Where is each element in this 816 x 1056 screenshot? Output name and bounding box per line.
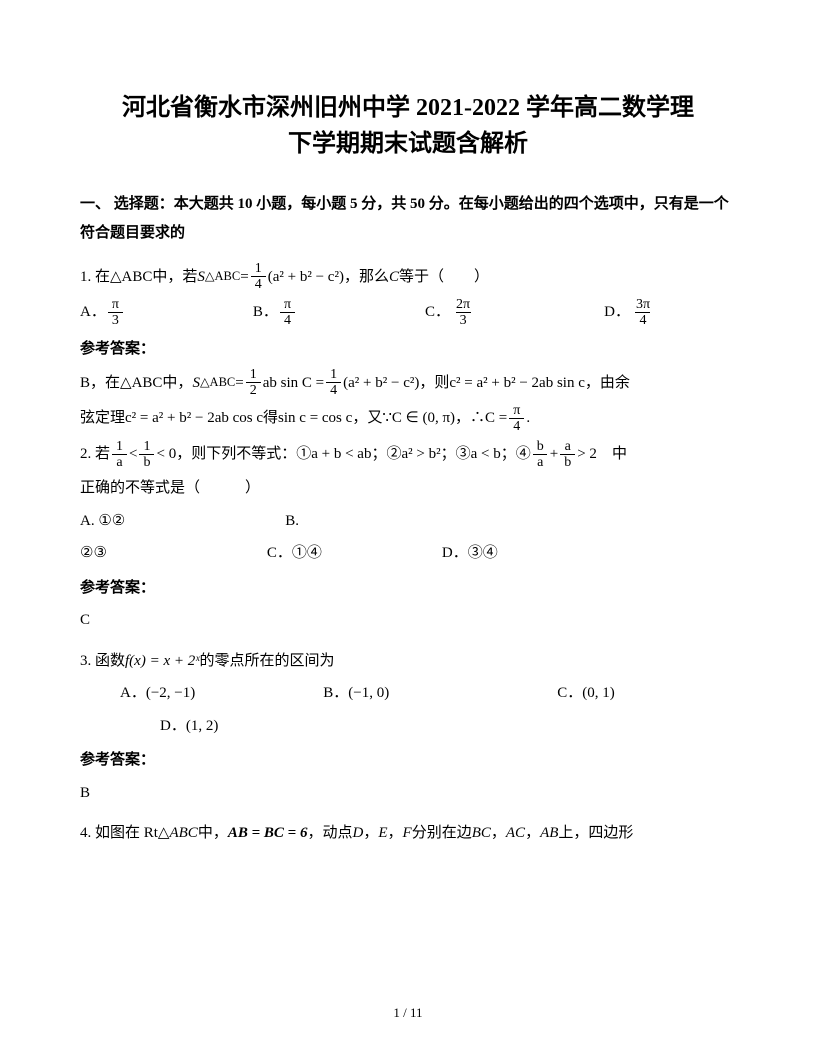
q1-text-3: 等于（ ） <box>399 263 489 292</box>
q2-answer-label: 参考答案： <box>80 574 736 603</box>
q2-stmt-3: a < b <box>471 440 501 469</box>
q2-stmt-4: ba + ab > 2 <box>531 439 597 471</box>
q2-prefix: 2. 若 <box>80 440 110 469</box>
q3-option-c: C．(0, 1) <box>557 679 615 708</box>
q3-prefix: 3. 函数 <box>80 647 125 676</box>
exam-page: 河北省衡水市深州旧州中学 2021-2022 学年高二数学理 下学期期末试题含解… <box>0 0 816 1056</box>
q3-answer: B <box>80 779 736 808</box>
q2-answer: C <box>80 606 736 635</box>
q1-option-c: C． 2π3 <box>425 297 476 329</box>
q1-solution-line-2: 弦定理 c² = a² + b² − 2ab cos c 得 sin c = c… <box>80 403 736 435</box>
q2-option-a: A. ①② <box>80 507 125 536</box>
q1-answer-letter: B <box>80 369 90 398</box>
question-1: 1. 在 △ABC 中，若 S△ABC = 1 4 (a² + b² − c²)… <box>80 261 736 293</box>
page-number: 1 / 11 <box>0 1001 816 1026</box>
q1-sol-formula-c: c² = a² + b² − 2ab cos c <box>125 404 263 433</box>
q1-sol-formula-e: C ∈ (0, π) <box>392 404 455 433</box>
title-line-2: 下学期期末试题含解析 <box>288 131 528 157</box>
q3-options-row-2: D．(1, 2) <box>160 712 736 741</box>
q1-prefix: 1. 在 <box>80 263 110 292</box>
q1-text-2: ，那么 <box>344 263 389 292</box>
q1-options: A． π3 B． π4 C． 2π3 D． 3π4 <box>80 297 736 329</box>
q1-option-d: D． 3π4 <box>604 297 656 329</box>
q2-option-b2: ②③ <box>80 539 107 568</box>
q2-option-c: C．①④ <box>267 539 322 568</box>
question-4: 4. 如图在 Rt△ ABC 中， AB = BC = 6 ，动点 D， E， … <box>80 819 736 848</box>
q4-prefix: 4. 如图在 Rt△ <box>80 819 169 848</box>
q1-frac-quarter: 1 4 <box>251 261 266 293</box>
q2-stmt-1: a + b < ab <box>311 440 371 469</box>
q1-sol-formula-b: c² = a² + b² − 2ab sin c <box>449 369 585 398</box>
q3-option-a: A．(−2, −1) <box>120 679 195 708</box>
question-2: 2. 若 1a < 1b < 0 ，则下列不等式：① a + b < ab ；②… <box>80 439 736 471</box>
q1-sol-formula-f: C = π4 <box>485 403 526 435</box>
q2-options-row-1: A. ①② B. <box>80 507 736 536</box>
q2-condition: 1a < 1b < 0 <box>110 439 176 471</box>
q4-condition: AB = BC = 6 <box>228 819 308 848</box>
q2-option-d: D．③④ <box>442 539 498 568</box>
q1-triangle: △ABC <box>110 263 152 292</box>
q3-option-b: B．(−1, 0) <box>323 679 389 708</box>
section-1-heading: 一、 选择题：本大题共 10 小题，每小题 5 分，共 50 分。在每小题给出的… <box>80 190 736 247</box>
question-3: 3. 函数 f(x) = x + 2ˣ 的零点所在的区间为 <box>80 647 736 676</box>
q1-option-b: B． π4 <box>253 297 297 329</box>
q1-option-a: A． π3 <box>80 297 125 329</box>
q2-line-2: 正确的不等式是（ ） <box>80 474 736 503</box>
q2-options-row-2: ②③ C．①④ D．③④ <box>80 539 736 568</box>
q1-formula: S△ABC = 1 4 (a² + b² − c²) <box>197 261 344 293</box>
q2-stmt-2: a² > b² <box>401 440 440 469</box>
q1-sol-formula-a: S△ABC = 12 ab sin C = 14 (a² + b² − c²) <box>192 367 419 399</box>
title-line-1: 河北省衡水市深州旧州中学 2021-2022 学年高二数学理 <box>122 95 694 121</box>
q1-answer-label: 参考答案： <box>80 335 736 364</box>
q3-options-row-1: A．(−2, −1) B．(−1, 0) C．(0, 1) <box>120 679 736 708</box>
q1-text-1: 中，若 <box>152 263 197 292</box>
q1-solution-line-1: B ，在 △ABC 中， S△ABC = 12 ab sin C = 14 (a… <box>80 367 736 399</box>
q3-fx: f(x) = x + 2ˣ <box>125 647 199 676</box>
q1-C: C <box>389 263 399 292</box>
q3-answer-label: 参考答案： <box>80 746 736 775</box>
title: 河北省衡水市深州旧州中学 2021-2022 学年高二数学理 下学期期末试题含解… <box>80 90 736 162</box>
q2-option-b: B. <box>285 507 299 536</box>
q3-option-d: D．(1, 2) <box>160 712 218 741</box>
q1-sol-formula-d: sin c = cos c <box>278 404 352 433</box>
